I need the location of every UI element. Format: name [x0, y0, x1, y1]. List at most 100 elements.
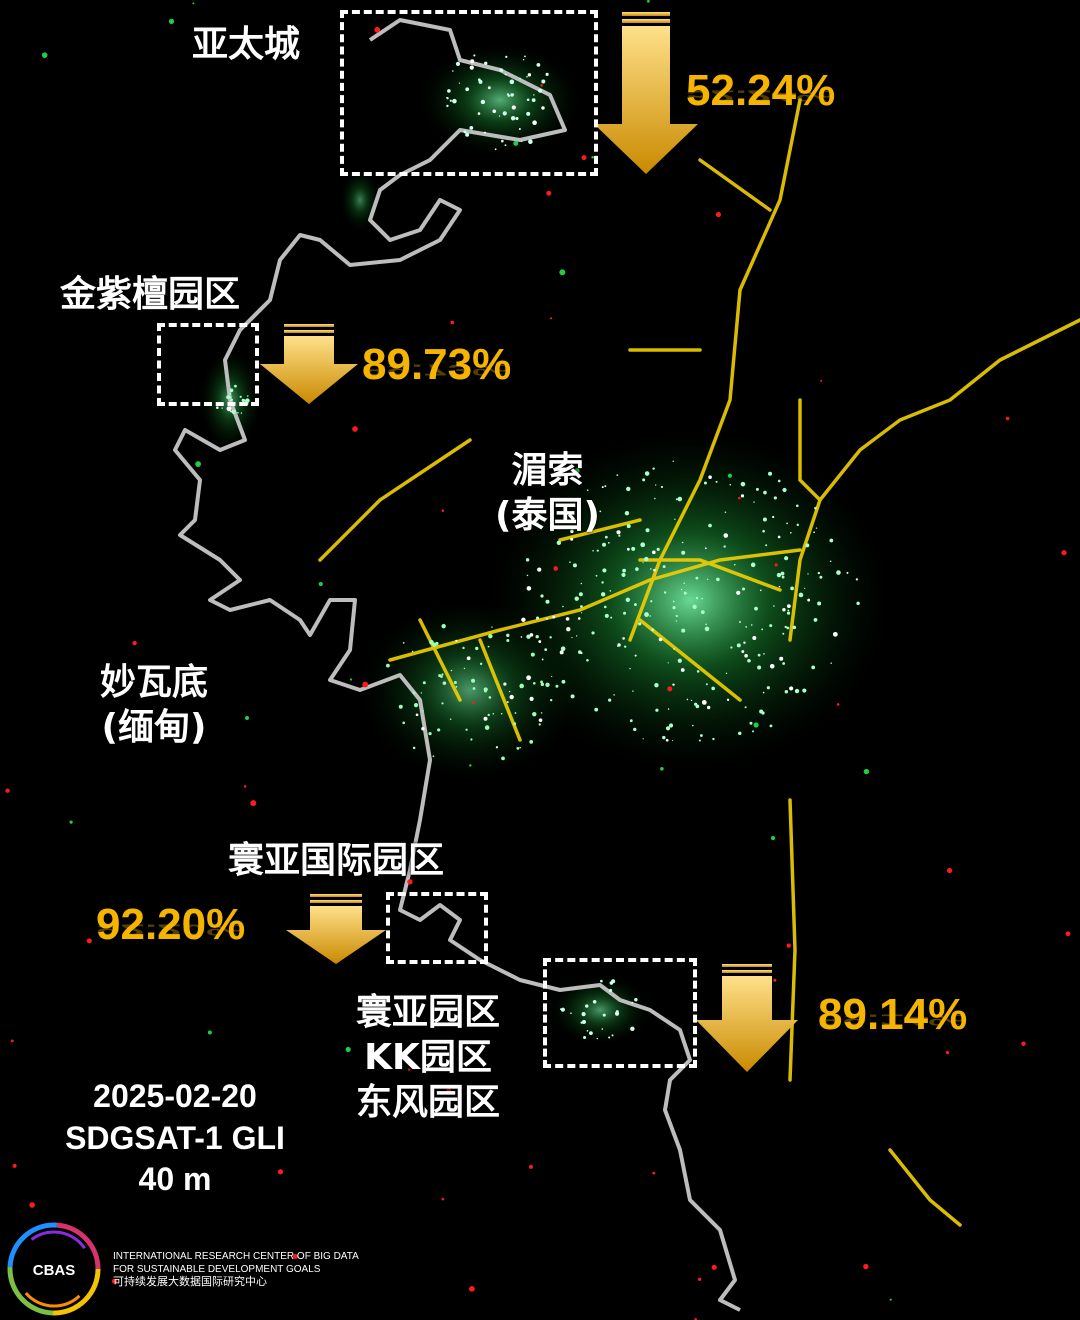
light-point	[784, 690, 789, 694]
light-point	[472, 687, 476, 690]
light-point	[790, 531, 792, 534]
light-point	[711, 1264, 717, 1270]
light-point	[473, 54, 476, 57]
light-point	[863, 1263, 869, 1270]
light-point	[778, 585, 781, 588]
moei-river	[173, 18, 741, 1312]
light-point	[640, 542, 646, 548]
light-point	[814, 506, 817, 510]
light-point	[694, 1317, 697, 1320]
light-point	[796, 523, 799, 527]
light-point	[820, 379, 823, 382]
light-point	[705, 683, 708, 686]
light-point	[696, 670, 700, 673]
light-point	[241, 398, 245, 403]
logo-abbr: CBAS	[33, 1262, 76, 1279]
light-point	[846, 571, 849, 574]
light-point	[446, 104, 449, 108]
light-point	[572, 563, 577, 568]
light-point	[622, 637, 625, 640]
light-point	[528, 139, 533, 145]
light-point	[777, 479, 781, 483]
light-point	[591, 155, 594, 159]
light-point	[440, 675, 443, 678]
light-point	[596, 549, 599, 552]
light-point	[583, 1036, 587, 1040]
light-point	[747, 658, 751, 663]
light-point	[654, 497, 656, 500]
light-point	[505, 55, 508, 58]
light-point	[570, 537, 574, 541]
light-point	[730, 646, 733, 649]
light-point	[469, 764, 472, 767]
light-point	[652, 550, 656, 555]
light-point	[581, 155, 587, 161]
light-point	[508, 690, 511, 693]
light-point	[345, 1046, 351, 1053]
light-point	[631, 546, 636, 551]
light-point	[412, 746, 416, 750]
light-point	[538, 88, 543, 93]
light-point	[168, 18, 175, 24]
light-point	[580, 582, 583, 585]
light-point	[736, 590, 741, 595]
light-point	[611, 979, 616, 984]
light-point	[586, 1029, 589, 1032]
light-point	[779, 656, 784, 661]
light-point	[782, 487, 787, 493]
light-point	[596, 1037, 598, 1040]
light-point	[421, 727, 425, 731]
light-point	[752, 730, 755, 733]
light-point	[446, 97, 449, 100]
logo-line-1: INTERNATIONAL RESEARCH CENTER OF BIG DAT…	[113, 1251, 359, 1262]
light-point	[642, 562, 644, 564]
light-point	[577, 617, 581, 620]
light-point	[753, 501, 755, 503]
light-point	[506, 701, 509, 703]
light-point	[552, 615, 556, 619]
light-point	[773, 605, 775, 607]
light-point	[441, 509, 445, 512]
light-point	[432, 755, 435, 758]
light-point	[743, 641, 746, 644]
light-point	[609, 590, 612, 592]
light-point	[633, 727, 637, 732]
light-point	[782, 632, 785, 635]
light-point	[413, 702, 419, 708]
light-point	[817, 601, 822, 606]
light-point	[446, 1088, 452, 1094]
light-point	[611, 1034, 614, 1037]
light-point	[519, 746, 521, 749]
light-point	[671, 739, 674, 742]
light-point	[402, 641, 405, 644]
light-point	[574, 596, 579, 601]
light-point	[796, 504, 799, 508]
light-point	[681, 550, 686, 555]
light-point	[246, 395, 249, 397]
light-point	[677, 658, 682, 663]
light-point	[402, 721, 405, 725]
light-point	[229, 388, 234, 393]
light-point	[374, 26, 381, 33]
down-arrow-icon	[594, 12, 698, 174]
light-point	[675, 614, 678, 618]
light-point	[634, 603, 637, 606]
light-point	[757, 665, 762, 670]
light-point	[465, 87, 470, 92]
label-myawaddy: 妙瓦底 (缅甸)	[100, 660, 208, 750]
light-point	[829, 560, 832, 563]
light-point	[662, 565, 666, 569]
light-point	[408, 1068, 411, 1071]
light-point	[492, 109, 497, 114]
light-point	[532, 681, 536, 685]
light-point	[675, 498, 678, 501]
light-point	[411, 650, 414, 653]
light-point	[534, 521, 539, 526]
light-point	[513, 722, 517, 726]
light-point	[665, 738, 669, 742]
light-point	[613, 694, 615, 696]
light-point	[630, 1026, 635, 1032]
light-point	[650, 568, 652, 570]
light-point	[604, 485, 607, 488]
light-point	[744, 654, 748, 658]
